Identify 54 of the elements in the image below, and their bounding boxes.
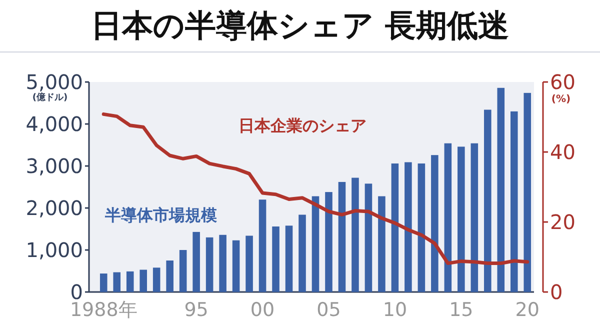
x-tick-label: 1988年 xyxy=(70,299,138,321)
y2-tick-label: 60 xyxy=(550,70,576,94)
line-series xyxy=(102,112,530,266)
bar xyxy=(510,111,518,292)
y-axis-title: (億ドル) xyxy=(32,92,68,103)
y-tick-label: 3,000 xyxy=(26,154,83,178)
x-tick-label: 15 xyxy=(449,299,474,321)
bar xyxy=(378,196,386,292)
bar xyxy=(418,163,426,292)
bar xyxy=(470,143,478,292)
bar xyxy=(431,155,438,292)
bar xyxy=(152,268,160,292)
x-tick-label: 00 xyxy=(250,299,275,321)
bar xyxy=(484,110,492,292)
bar xyxy=(219,234,226,292)
bar xyxy=(285,226,293,292)
bar xyxy=(126,271,134,292)
bar xyxy=(179,250,187,292)
bar xyxy=(325,192,332,292)
bar xyxy=(113,272,121,292)
bar xyxy=(140,270,147,292)
bar xyxy=(404,162,412,292)
y-tick-label: 2,000 xyxy=(26,196,83,220)
bar xyxy=(246,236,253,292)
y2-tick-label: 40 xyxy=(550,140,576,164)
bar xyxy=(391,163,399,292)
x-tick-label: 95 xyxy=(184,299,208,321)
bar xyxy=(192,232,200,292)
bar xyxy=(100,274,108,292)
bar xyxy=(458,146,465,292)
bar xyxy=(258,200,266,292)
bar xyxy=(232,240,240,292)
bar xyxy=(444,143,452,292)
y2-axis-title: (%) xyxy=(551,94,571,105)
x-tick-label: 05 xyxy=(316,299,341,321)
y2-tick-label: 0 xyxy=(550,280,563,304)
bar xyxy=(272,226,280,292)
y-tick-label: 1,000 xyxy=(26,238,83,262)
x-tick-label: 20 xyxy=(515,299,540,321)
chart-title: 日本の半導体シェア 長期低迷 xyxy=(91,8,509,44)
series-label: 半導体市場規模 xyxy=(104,206,217,225)
bar xyxy=(524,92,532,292)
bar xyxy=(352,178,359,292)
bar xyxy=(206,237,214,292)
y2-tick-label: 20 xyxy=(550,210,576,234)
bar xyxy=(312,196,320,292)
text: 日本企業のシェア xyxy=(238,116,366,135)
bar xyxy=(338,182,346,292)
bar xyxy=(298,214,306,292)
x-tick-label: 10 xyxy=(382,299,408,321)
bar xyxy=(497,88,505,292)
y-tick-label: 4,000 xyxy=(26,112,83,136)
bar xyxy=(166,260,174,292)
bar xyxy=(364,184,372,292)
